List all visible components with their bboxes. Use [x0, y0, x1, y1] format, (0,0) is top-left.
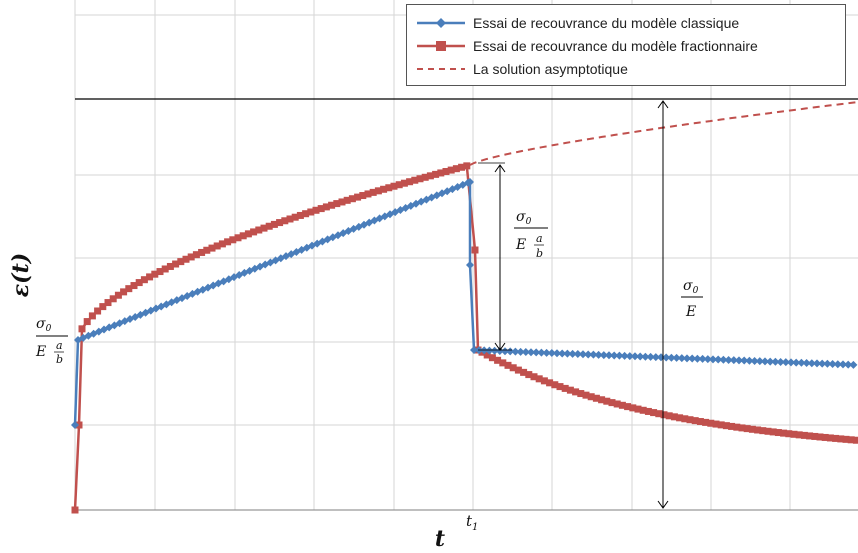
- y-annot-numerator: σ0: [36, 316, 52, 334]
- mid-annot-denominator: E: [515, 237, 526, 253]
- mid-annot-numerator: σ0: [516, 209, 532, 227]
- fractionnaire-point-2: [79, 325, 86, 332]
- fractionnaire-point-0: [72, 507, 79, 514]
- fractionnaire-point-77: [472, 247, 479, 254]
- y-annot-denominator: E: [35, 344, 46, 360]
- y-annot-frac-den: b: [56, 353, 63, 366]
- fractionnaire-point-76: [463, 162, 470, 169]
- series-line-fractionnaire: [75, 166, 856, 510]
- series-layer: [71, 102, 858, 514]
- y-axis-annotation: σ0 E a b: [35, 316, 68, 366]
- x-axis-title: t: [435, 526, 445, 552]
- x-tick-t1-label: t1: [466, 512, 478, 533]
- mid-annotation-label: σ0 E a b: [514, 209, 548, 260]
- legend-label-asymptotique: La solution asymptotique: [473, 61, 628, 77]
- legend: Essai de recouvrance du modèle classique…: [406, 4, 846, 86]
- mid-annot-frac-num: a: [536, 232, 543, 245]
- series-line-classique: [75, 182, 853, 425]
- mid-annot-frac-den: b: [536, 247, 543, 260]
- full-annotation-label: σ0 E: [681, 278, 703, 320]
- legend-label-fractionnaire: Essai de recouvrance du modèle fractionn…: [473, 38, 758, 54]
- classique-point-152: [849, 361, 857, 369]
- legend-swatch-asymptotique: [415, 62, 467, 76]
- y-annot-frac-num: a: [56, 339, 63, 352]
- fractionnaire-point-151: [853, 437, 858, 444]
- y-axis-title: ε(t): [8, 253, 34, 297]
- legend-entry-fractionnaire: Essai de recouvrance du modèle fractionn…: [415, 36, 758, 56]
- full-annot-numerator: σ0: [683, 278, 699, 296]
- full-annot-denominator: E: [685, 304, 696, 320]
- series-line-asymptotique: [470, 102, 858, 165]
- legend-label-classique: Essai de recouvrance du modèle classique: [473, 15, 739, 31]
- legend-entry-asymptotique: La solution asymptotique: [415, 59, 628, 79]
- legend-swatch-fractionnaire: [415, 39, 467, 53]
- legend-entry-classique: Essai de recouvrance du modèle classique: [415, 13, 739, 33]
- legend-swatch-classique: [415, 16, 467, 30]
